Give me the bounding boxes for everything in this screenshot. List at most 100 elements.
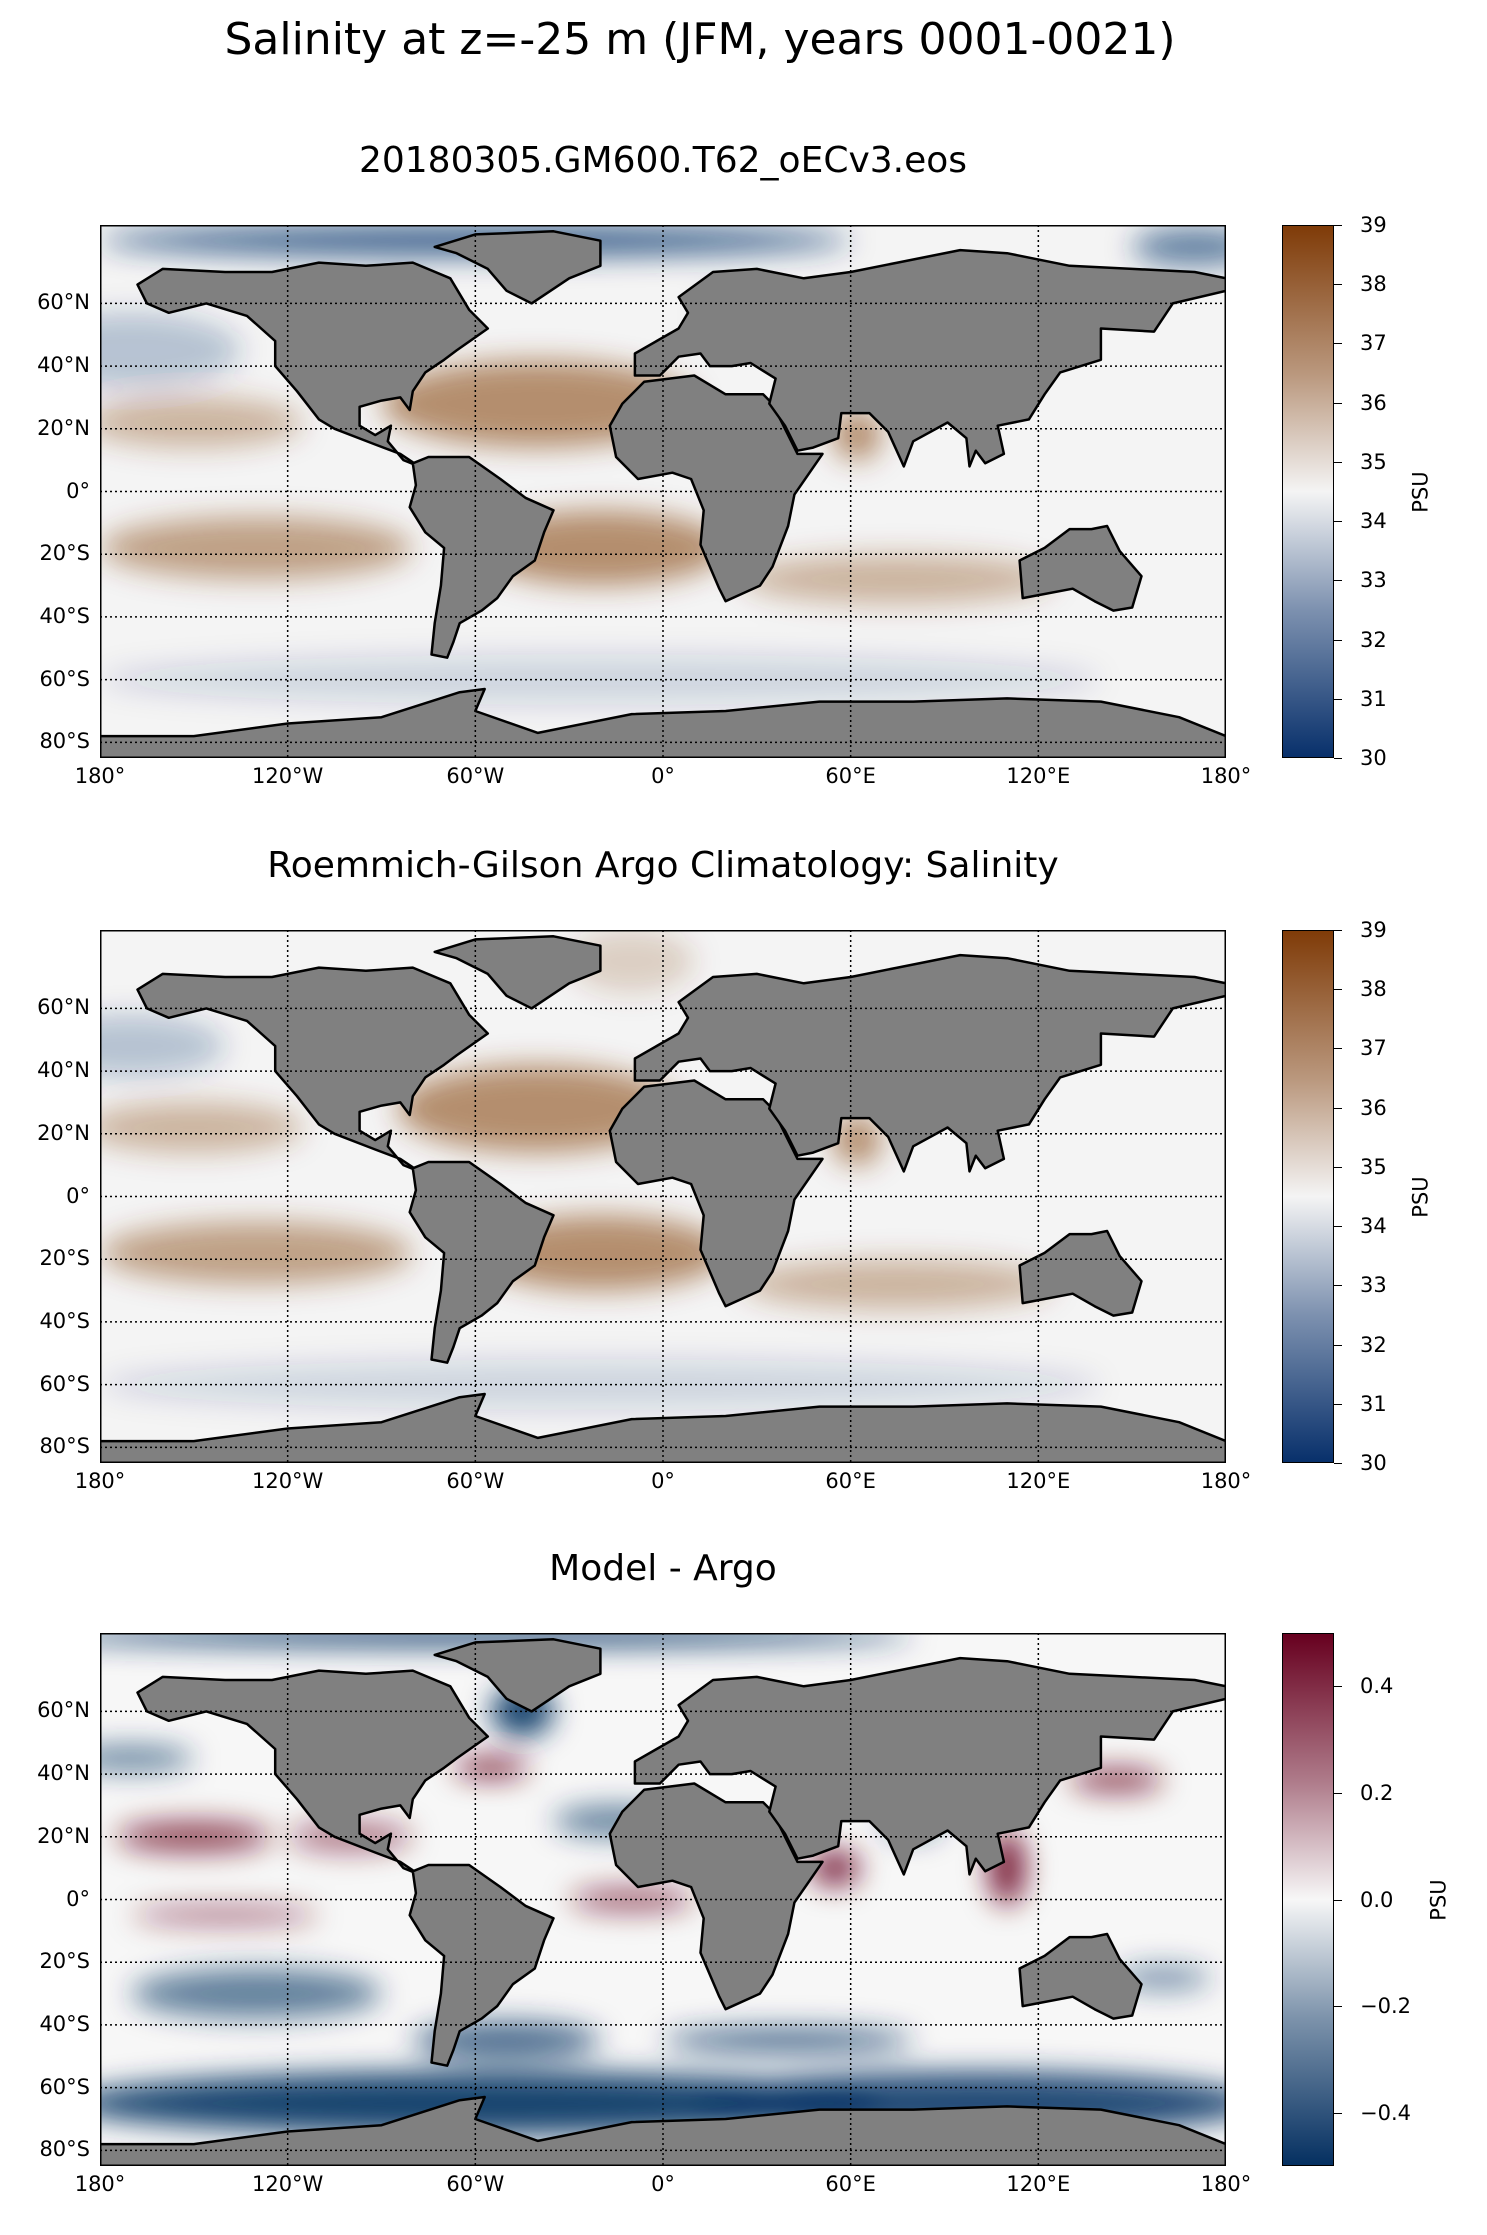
field-anomaly: [100, 1102, 304, 1153]
field-anomaly: [100, 312, 241, 389]
field-anomaly: [131, 1968, 382, 2019]
colorbar-tick-mark: [1334, 1344, 1342, 1346]
colorbar-tick-label: 38: [1360, 272, 1387, 297]
colorbar-3: [1282, 1633, 1334, 2166]
x-tick-label: 120°E: [1006, 764, 1071, 788]
land-greenland: [433, 1638, 602, 1713]
land-mask: [100, 935, 1226, 1463]
y-tick-label: 40°N: [37, 353, 90, 378]
colorbar-tick-mark: [1334, 1403, 1342, 1405]
colorbar-tick-mark: [1334, 1686, 1342, 1688]
colorbar-tick-label: −0.2: [1360, 1994, 1411, 2019]
colorbar-tick-label: 30: [1360, 746, 1387, 770]
colorbar-tick-mark: [1334, 639, 1342, 641]
y-tick-label: 60°S: [39, 2074, 90, 2099]
colorbar-tick-mark: [1334, 2006, 1342, 2008]
x-tick-label: 180°: [1200, 764, 1252, 788]
land-antarctica: [100, 1392, 1226, 1463]
colorbar-tick-mark: [1334, 284, 1342, 286]
colorbar-tick-label: 39: [1360, 918, 1387, 942]
y-tick-label: 60°S: [39, 1371, 90, 1396]
y-tick-label: 60°N: [37, 290, 90, 315]
field-anomaly: [397, 1064, 679, 1153]
y-tick-label: 40°S: [39, 603, 90, 628]
field-anomaly: [100, 1633, 914, 1646]
colorbar-tick-mark: [1334, 1899, 1342, 1901]
colorbar-tick-mark: [1334, 1048, 1342, 1050]
x-tick-label: 60°E: [825, 764, 876, 788]
y-tick-label: 60°N: [37, 1698, 90, 1723]
colorbar-tick-mark: [1334, 1107, 1342, 1109]
land-eurasia: [633, 248, 1226, 468]
map-border: [100, 1633, 1226, 2166]
colorbar-tick-mark: [1334, 2112, 1342, 2114]
panel-2-title: Roemmich-Gilson Argo Climatology: Salini…: [267, 845, 1059, 886]
colorbar-tick-mark: [1334, 461, 1342, 463]
x-tick-label: 60°W: [446, 1469, 505, 1493]
x-tick-label: 120°W: [251, 1469, 324, 1493]
colorbar-tick-label: 35: [1360, 449, 1387, 474]
y-tick-label: 40°S: [39, 2011, 90, 2036]
colorbar-tick-label: 30: [1360, 1451, 1387, 1475]
colorbar-label: PSU: [1408, 470, 1433, 513]
x-tick-label: 0°: [651, 1469, 675, 1493]
colorbar-tick-label: 36: [1360, 390, 1387, 415]
y-tick-label: 0°: [66, 1183, 90, 1208]
colorbar-tick-mark: [1334, 580, 1342, 582]
field-anomaly: [100, 397, 304, 448]
x-tick-label: 120°E: [1006, 1469, 1071, 1493]
colorbar-tick-label: 0.0: [1360, 1887, 1394, 1912]
colorbar-tick-label: 34: [1360, 509, 1387, 534]
colorbar-tick-label: 37: [1360, 331, 1387, 356]
x-tick-label: 60°W: [446, 2172, 505, 2196]
field-anomaly: [100, 1014, 226, 1078]
colorbar-tick-label: 31: [1360, 686, 1387, 711]
map-border: [100, 225, 1226, 758]
colorbar-tick-mark: [1334, 1166, 1342, 1168]
panel-3-title: Model - Argo: [549, 1548, 777, 1589]
land-antarctica: [100, 2095, 1226, 2166]
field-anomaly: [131, 1905, 319, 1925]
x-tick-label: 180°: [74, 764, 126, 788]
field-anomaly: [453, 1758, 529, 1778]
panel-1-title: 20180305.GM600.T62_oECv3.eos: [358, 140, 968, 181]
map-panel-2: [99, 930, 1227, 1463]
colorbar-tick-label: 36: [1360, 1095, 1387, 1120]
map-svg-3: [99, 1633, 1227, 2166]
field-anomaly: [100, 516, 413, 580]
y-tick-label: 20°N: [37, 1823, 90, 1848]
colorbar-tick-mark: [1334, 343, 1342, 345]
x-tick-label: 180°: [1200, 1469, 1252, 1493]
x-tick-label: 120°W: [251, 2172, 324, 2196]
colorbar-tick-mark: [1334, 1285, 1342, 1287]
x-tick-label: 180°: [74, 2172, 126, 2196]
colorbar-tick-label: 37: [1360, 1036, 1387, 1061]
colorbar-tick-label: 35: [1360, 1154, 1387, 1179]
land-eurasia: [633, 1656, 1226, 1876]
field-anomaly: [831, 409, 882, 461]
x-tick-label: 0°: [651, 764, 675, 788]
colorbar-tick-label: 0.4: [1360, 1674, 1394, 1699]
field-anomaly: [100, 1745, 194, 1771]
x-tick-label: 60°W: [446, 764, 505, 788]
field-anomaly: [1069, 1767, 1164, 1793]
colorbar-tick-label: 32: [1360, 627, 1387, 652]
colorbar-tick-mark: [1334, 225, 1342, 226]
colorbar-tick-mark: [1334, 930, 1342, 931]
colorbar-tick-mark: [1334, 402, 1342, 404]
y-tick-label: 0°: [66, 478, 90, 503]
colorbar-tick-mark: [1334, 698, 1342, 700]
colorbar-tick-label: 34: [1360, 1214, 1387, 1239]
land-north-america: [136, 1669, 490, 1876]
colorbar-tick-label: 0.2: [1360, 1780, 1394, 1805]
land-eurasia: [633, 953, 1226, 1173]
x-tick-label: 180°: [1200, 2172, 1252, 2196]
land-mask: [100, 1638, 1226, 2166]
colorbar-tick-label: 31: [1360, 1391, 1387, 1416]
x-tick-label: 60°E: [825, 1469, 876, 1493]
colorbar-tick-label: 39: [1360, 213, 1387, 237]
figure-title: Salinity at z=-25 m (JFM, years 0001-002…: [224, 14, 1176, 65]
y-tick-label: 80°S: [39, 729, 90, 754]
land-australia: [1018, 1229, 1143, 1317]
y-tick-label: 20°S: [39, 541, 90, 566]
